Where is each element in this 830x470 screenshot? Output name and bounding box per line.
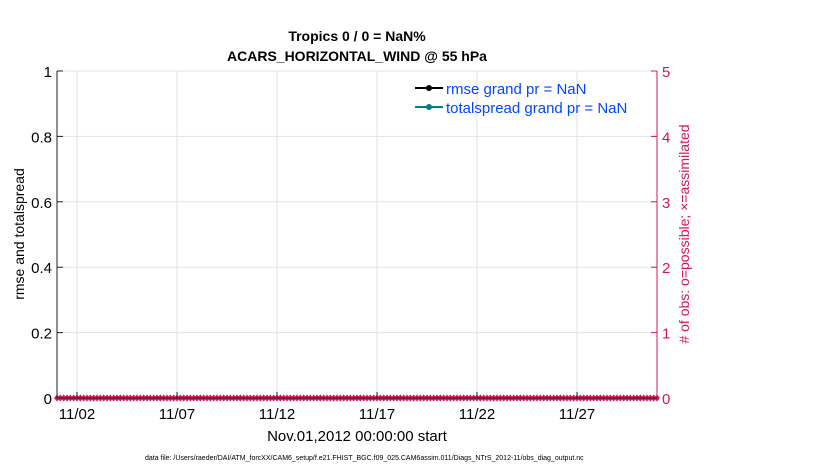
y-axis-right-label: # of obs: o=possible; ×=assimilated xyxy=(676,124,692,343)
x-tick-label: 11/02 xyxy=(59,406,95,423)
x-tick-label: 11/17 xyxy=(359,406,395,423)
x-tick-label: 11/07 xyxy=(159,406,195,423)
y-right-tick-label: 3 xyxy=(662,195,670,212)
y-right-tick-label: 5 xyxy=(662,64,670,81)
legend-marker-rmse xyxy=(426,85,432,91)
axes: 11/02 11/07 11/12 11/17 11/22 11/27 0 0.2 0.4 0.6… xyxy=(31,64,670,423)
y-tick-label: 0 xyxy=(44,391,52,408)
y-right-tick-label: 0 xyxy=(662,391,670,408)
x-tick-label: 11/27 xyxy=(559,406,595,423)
legend: rmse grand pr = NaN totalspread grand pr… xyxy=(415,81,627,117)
y-right-tick-label: 2 xyxy=(662,260,670,277)
legend-marker-totalspread xyxy=(426,104,432,110)
y-tick-label: 0.6 xyxy=(31,195,52,212)
y-axis-label: rmse and totalspread xyxy=(11,168,27,300)
grid xyxy=(57,70,657,399)
x-tick-label: 11/12 xyxy=(259,406,295,423)
legend-label-totalspread: totalspread grand pr = NaN xyxy=(446,100,627,117)
x-tick-label: 11/22 xyxy=(459,406,495,423)
y-tick-label: 0.2 xyxy=(31,326,52,343)
data-file-footer: data file: /Users/raeder/DAI/ATM_forcXX/… xyxy=(145,455,584,462)
legend-label-rmse: rmse grand pr = NaN xyxy=(446,81,586,98)
chart-title-line1: Tropics 0 / 0 = NaN% xyxy=(288,28,426,44)
y-right-tick-label: 1 xyxy=(662,326,670,343)
y-tick-label: 1 xyxy=(44,64,52,81)
y-right-tick-label: 4 xyxy=(662,129,670,146)
x-axis-label: Nov.01,2012 00:00:00 start xyxy=(267,428,448,445)
y-tick-label: 0.8 xyxy=(31,129,52,146)
y-tick-label: 0.4 xyxy=(31,260,52,277)
chart-title-line2: ACARS_HORIZONTAL_WIND @ 55 hPa xyxy=(227,48,487,64)
